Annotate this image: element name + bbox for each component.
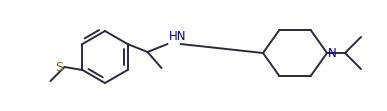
Text: S: S (55, 60, 63, 73)
Text: N: N (328, 47, 337, 59)
Text: HN: HN (168, 30, 186, 43)
